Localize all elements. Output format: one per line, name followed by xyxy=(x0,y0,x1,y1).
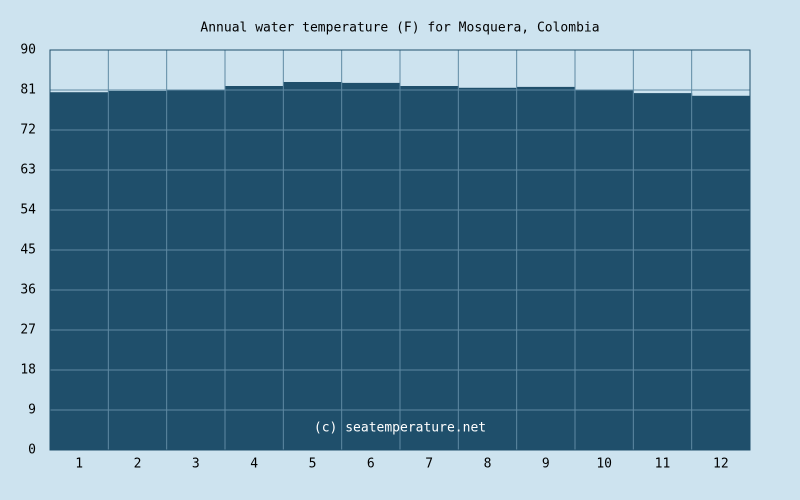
y-tick-label: 9 xyxy=(28,403,36,418)
y-tick-label: 36 xyxy=(20,283,36,298)
area-segment xyxy=(166,90,226,450)
chart-title: Annual water temperature (F) for Mosquer… xyxy=(200,21,599,36)
x-tick-label: 11 xyxy=(655,457,671,472)
area-segment xyxy=(400,86,459,450)
x-tick-label: 1 xyxy=(75,457,83,472)
y-tick-label: 54 xyxy=(20,203,36,218)
area-segment xyxy=(458,87,518,451)
y-tick-label: 81 xyxy=(20,83,36,98)
area-segment xyxy=(516,86,576,450)
area-segment xyxy=(225,86,284,450)
x-tick-label: 5 xyxy=(309,457,317,472)
area-segment xyxy=(691,95,751,451)
y-tick-label: 72 xyxy=(20,123,36,138)
y-tick-label: 0 xyxy=(28,443,36,458)
y-tick-label: 45 xyxy=(20,243,36,258)
y-tick-label: 90 xyxy=(20,43,36,58)
y-tick-label: 27 xyxy=(20,323,36,338)
y-tick-label: 63 xyxy=(20,163,36,178)
area-segment xyxy=(633,93,693,450)
x-tick-label: 4 xyxy=(250,457,258,472)
x-tick-label: 3 xyxy=(192,457,200,472)
x-tick-label: 7 xyxy=(425,457,433,472)
x-tick-label: 2 xyxy=(134,457,142,472)
area-segment xyxy=(108,90,168,450)
plot-border xyxy=(49,49,751,451)
x-tick-label: 12 xyxy=(713,457,729,472)
area-segment xyxy=(575,90,634,450)
x-tick-label: 10 xyxy=(596,457,612,472)
y-tick-label: 18 xyxy=(20,363,36,378)
x-tick-label: 8 xyxy=(484,457,492,472)
annotation: (c) seatemperature.net xyxy=(314,421,486,436)
area-segment xyxy=(341,82,401,450)
x-tick-label: 6 xyxy=(367,457,375,472)
area-segment xyxy=(50,92,109,450)
x-tick-label: 9 xyxy=(542,457,550,472)
area-segment xyxy=(283,82,343,450)
